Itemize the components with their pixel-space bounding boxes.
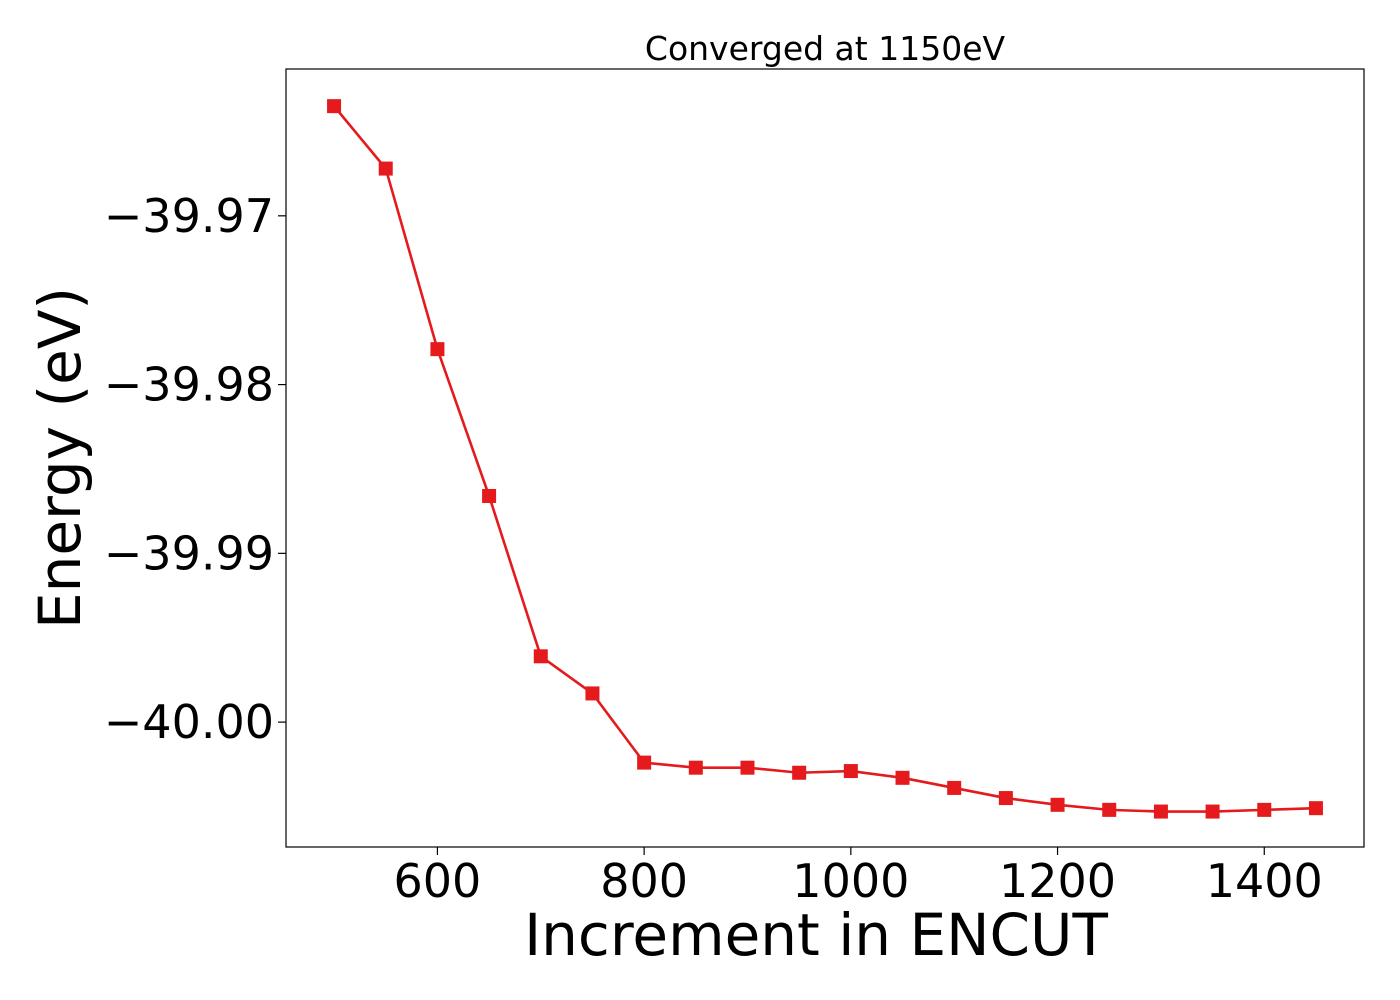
plot-area: 600 800 1000 1200 1400 −39.97 −39.98 −39.99 −40.… — [104, 99, 1323, 908]
data-point — [1257, 802, 1272, 817]
data-point — [1308, 801, 1323, 816]
data-point — [947, 780, 962, 795]
axes-frame — [285, 68, 1365, 848]
x-axis-label: Increment in ENCUT — [524, 901, 1108, 969]
data-point — [378, 161, 393, 176]
data-point — [637, 755, 652, 770]
series-line — [333, 105, 1316, 813]
x-tick-label: 600 — [394, 854, 482, 908]
data-point — [430, 342, 445, 357]
y-axis-label: Energy (eV) — [26, 287, 94, 629]
data-point — [1102, 802, 1117, 817]
data-point — [533, 649, 548, 664]
data-point — [1205, 804, 1220, 819]
x-tick-label: 1000 — [792, 854, 909, 908]
data-point — [895, 770, 910, 785]
y-tick-label: −39.98 — [104, 358, 274, 412]
y-tick-label: −40.00 — [104, 695, 274, 749]
data-point — [740, 760, 755, 775]
data-point — [482, 488, 497, 503]
y-tick-label: −39.99 — [104, 526, 274, 580]
data-point — [1153, 804, 1168, 819]
data-point — [843, 764, 858, 779]
x-tick-label: 1200 — [999, 854, 1116, 908]
data-point — [998, 791, 1013, 806]
data-point — [792, 765, 807, 780]
y-tick-label: −39.97 — [104, 189, 274, 243]
chart-title: Converged at 1150eV — [645, 29, 1006, 68]
x-tick-label: 1400 — [1206, 854, 1323, 908]
data-point — [688, 760, 703, 775]
x-tick-label: 800 — [600, 854, 688, 908]
data-point — [1050, 797, 1065, 812]
data-point — [327, 99, 342, 114]
data-point — [585, 686, 600, 701]
